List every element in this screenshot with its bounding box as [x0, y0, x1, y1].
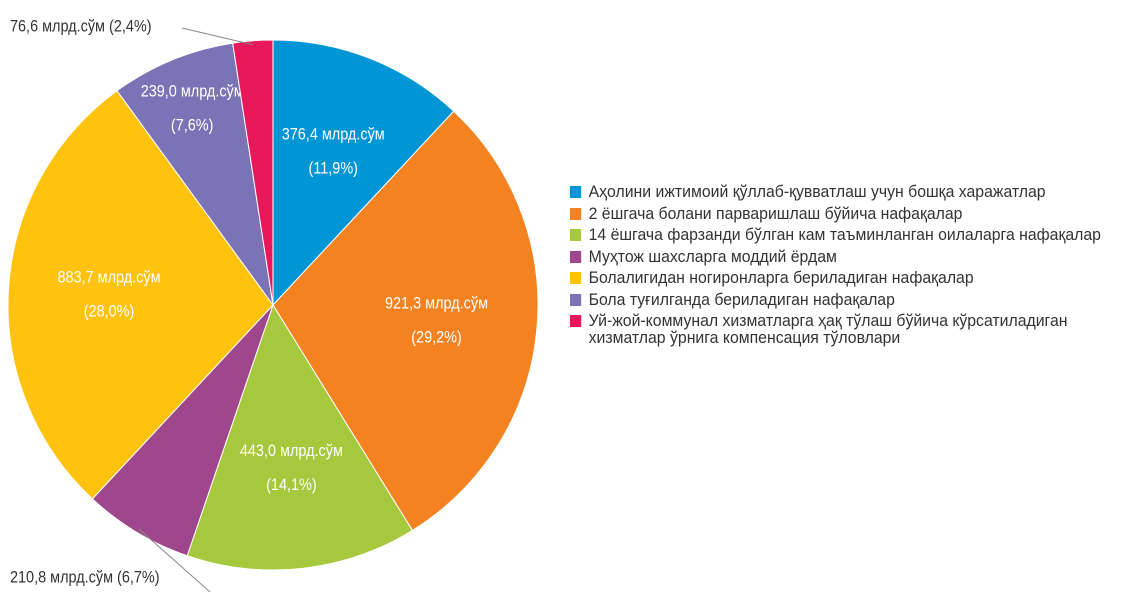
- value-label: 210,8 млрд.сўм: [10, 568, 113, 586]
- data-label: 210,8 млрд.сўм (6,7%): [10, 568, 160, 586]
- legend-swatch: [570, 293, 582, 306]
- value-label: 883,7 млрд.сўм: [57, 269, 160, 287]
- pie-slice: [272, 110, 539, 532]
- legend-item: Болалигидан ногиронларга бериладиган наф…: [570, 269, 1109, 286]
- legend-item: Бола туғилганда бериладиган нафақалар: [570, 291, 1109, 308]
- percent-label: (28,0%): [84, 303, 135, 321]
- percent-label: (2,4%): [109, 17, 152, 35]
- legend-item: Муҳтож шахсларга моддий ёрдам: [570, 248, 1109, 265]
- legend-item: 2 ёшгача болани парваришлаш бўйича нафақ…: [570, 205, 1109, 222]
- pie-slice: [91, 304, 274, 557]
- leader-line: [181, 27, 254, 46]
- inside-label: 921,3 млрд.сўм (29,2%): [385, 295, 488, 347]
- legend-label: 2 ёшгача болани парваришлаш бўйича нафақ…: [588, 203, 963, 223]
- percent-label: (7,6%): [171, 116, 214, 134]
- pie-slice: [272, 39, 455, 307]
- legend-swatch: [570, 272, 582, 284]
- percent-label: (11,9%): [308, 160, 358, 178]
- pie-slice: [186, 303, 414, 571]
- percent-label: (29,2%): [411, 329, 462, 347]
- value-label: 443,0 млрд.сўм: [240, 442, 343, 460]
- inside-label: 376,4 млрд.сўм (11,9%): [282, 126, 385, 178]
- legend-swatch: [570, 207, 582, 220]
- pie-slice: [232, 39, 274, 306]
- legend-swatch: [570, 229, 582, 241]
- legend-label: Муҳтож шахсларга моддий ёрдам: [588, 246, 837, 266]
- pie-slice: [7, 90, 274, 500]
- outside-label: 210,8 млрд.сўм (6,7%): [10, 568, 160, 586]
- legend-item: 14 ёшгача фарзанди бўлган кам таъминланг…: [570, 226, 1109, 243]
- inside-label: 883,7 млрд.сўм (28,0%): [57, 269, 160, 321]
- inside-label: 443,0 млрд.сўм (14,1%): [240, 442, 343, 494]
- value-label: 239,0 млрд.сўм: [141, 82, 244, 100]
- legend-swatch: [570, 250, 582, 263]
- percent-label: (14,1%): [266, 476, 317, 494]
- legend-item: Уй-жой-коммунал хизматларга ҳақ тўлаш бў…: [570, 312, 1109, 346]
- outside-label: 76,6 млрд.сўм (2,4%): [10, 17, 152, 35]
- legend-item: Аҳолини ижтимоий қўллаб-қувватлаш учун б…: [570, 183, 1109, 200]
- percent-label: (6,7%): [117, 568, 160, 586]
- legend-swatch: [570, 186, 582, 198]
- leader-line: [138, 528, 211, 592]
- legend-label: Болалигидан ногиронларга бериладиган наф…: [588, 268, 974, 287]
- legend-swatch: [570, 315, 582, 327]
- legend-label: 14 ёшгача фарзанди бўлган кам таъминланг…: [588, 225, 1101, 244]
- legend-label: Аҳолини ижтимоий қўллаб-қувватлаш учун б…: [588, 182, 1046, 201]
- legend-label: Уй-жой-коммунал хизматларга ҳақ тўлаш бў…: [588, 311, 1068, 347]
- data-label: 76,6 млрд.сўм (2,4%): [10, 17, 152, 35]
- value-label: 921,3 млрд.сўм: [385, 295, 488, 313]
- inside-label: 239,0 млрд.сўм (7,6%): [141, 82, 244, 134]
- legend-label: Бола туғилганда бериладиган нафақалар: [588, 289, 895, 309]
- value-label: 76,6 млрд.сўм: [10, 17, 105, 35]
- pie-slice: [116, 42, 274, 306]
- value-label: 376,4 млрд.сўм: [282, 126, 385, 144]
- legend: Аҳолини ижтимоий қўллаб-қувватлаш учун б…: [570, 183, 1109, 351]
